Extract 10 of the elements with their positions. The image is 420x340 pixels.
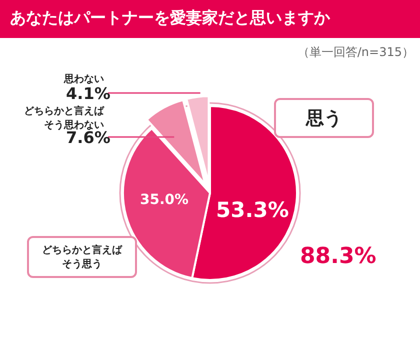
data-label: 53.3% (216, 198, 289, 222)
slice-label: どちらかと言えばそう思う (27, 236, 137, 278)
data-label: 35.0% (140, 192, 189, 208)
chart-subtitle: （単一回答/n=315） (297, 44, 414, 61)
slice-label: 思わない (62, 72, 104, 86)
chart-title: あなたはパートナーを愛妻家だと思いますか (10, 8, 330, 29)
data-label: 4.1% (66, 84, 110, 103)
slice-label: どちらかと言えばそう思わない (23, 104, 104, 131)
slice-label: 思う (274, 98, 374, 138)
text: 88.3% (300, 244, 376, 269)
